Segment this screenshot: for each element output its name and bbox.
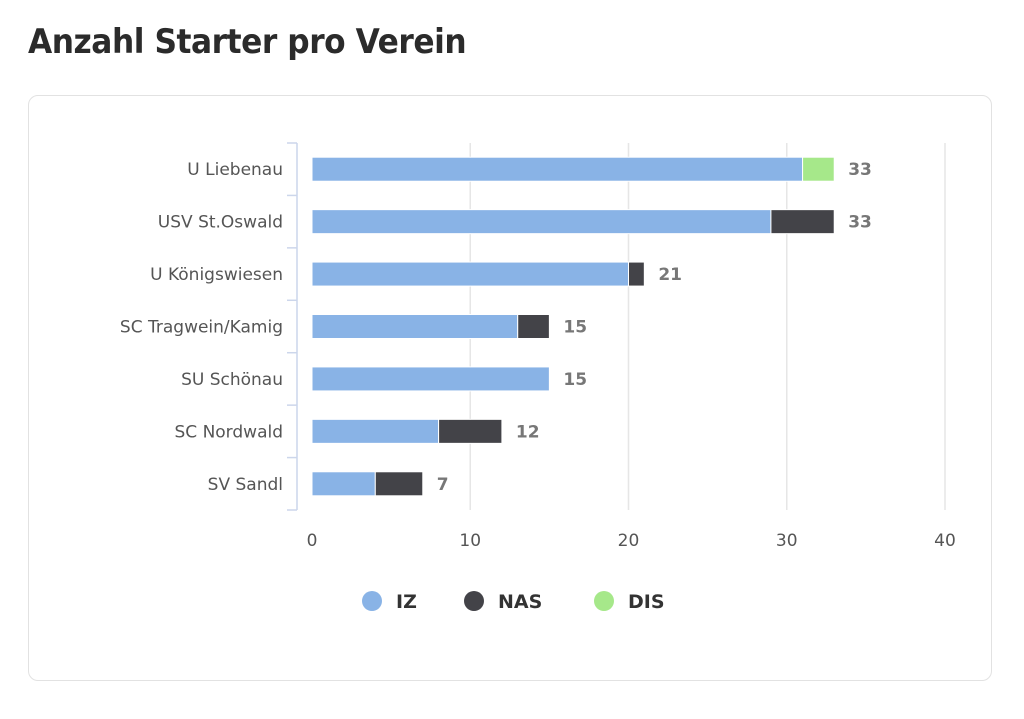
bar-nas (438, 418, 503, 444)
data-label: 33 (848, 213, 872, 233)
bar-dis (802, 156, 835, 182)
data-label: 15 (563, 370, 587, 390)
legend-nas-marker (464, 591, 484, 611)
legend-iz-marker (362, 591, 382, 611)
bar-iz (311, 156, 804, 182)
page-title: Anzahl Starter pro Verein (28, 22, 467, 62)
bar-iz (311, 209, 772, 235)
legend-dis-label[interactable]: DIS (628, 591, 665, 613)
bar-nas (628, 261, 645, 287)
legend-dis-marker (594, 591, 614, 611)
bar-iz (311, 471, 376, 497)
category-label: SC Tragwein/Kamig (120, 318, 283, 338)
chart-card (28, 95, 992, 681)
x-tick-label: 40 (934, 531, 956, 551)
bar-nas (770, 209, 835, 235)
category-label: SC Nordwald (175, 422, 284, 442)
x-tick-label: 10 (459, 531, 481, 551)
category-label: SV Sandl (208, 475, 283, 495)
x-tick-label: 0 (307, 531, 318, 551)
data-label: 15 (563, 318, 587, 338)
x-tick-label: 20 (618, 531, 640, 551)
legend-iz-label[interactable]: IZ (396, 591, 417, 613)
x-tick-label: 30 (776, 531, 798, 551)
data-label: 33 (848, 160, 872, 180)
data-label: 7 (437, 475, 449, 495)
category-label: USV St.Oswald (158, 213, 283, 233)
bar-iz (311, 366, 550, 392)
category-label: U Königswiesen (150, 265, 283, 285)
bar-iz (311, 418, 440, 444)
data-label: 12 (516, 422, 540, 442)
category-label: SU Schönau (181, 370, 283, 390)
bar-iz (311, 261, 629, 287)
bar-iz (311, 314, 519, 339)
bar-nas (517, 314, 550, 339)
legend-nas-label[interactable]: NAS (498, 591, 542, 613)
bar-nas (374, 471, 424, 497)
data-label: 21 (658, 265, 682, 285)
category-label: U Liebenau (187, 160, 283, 180)
